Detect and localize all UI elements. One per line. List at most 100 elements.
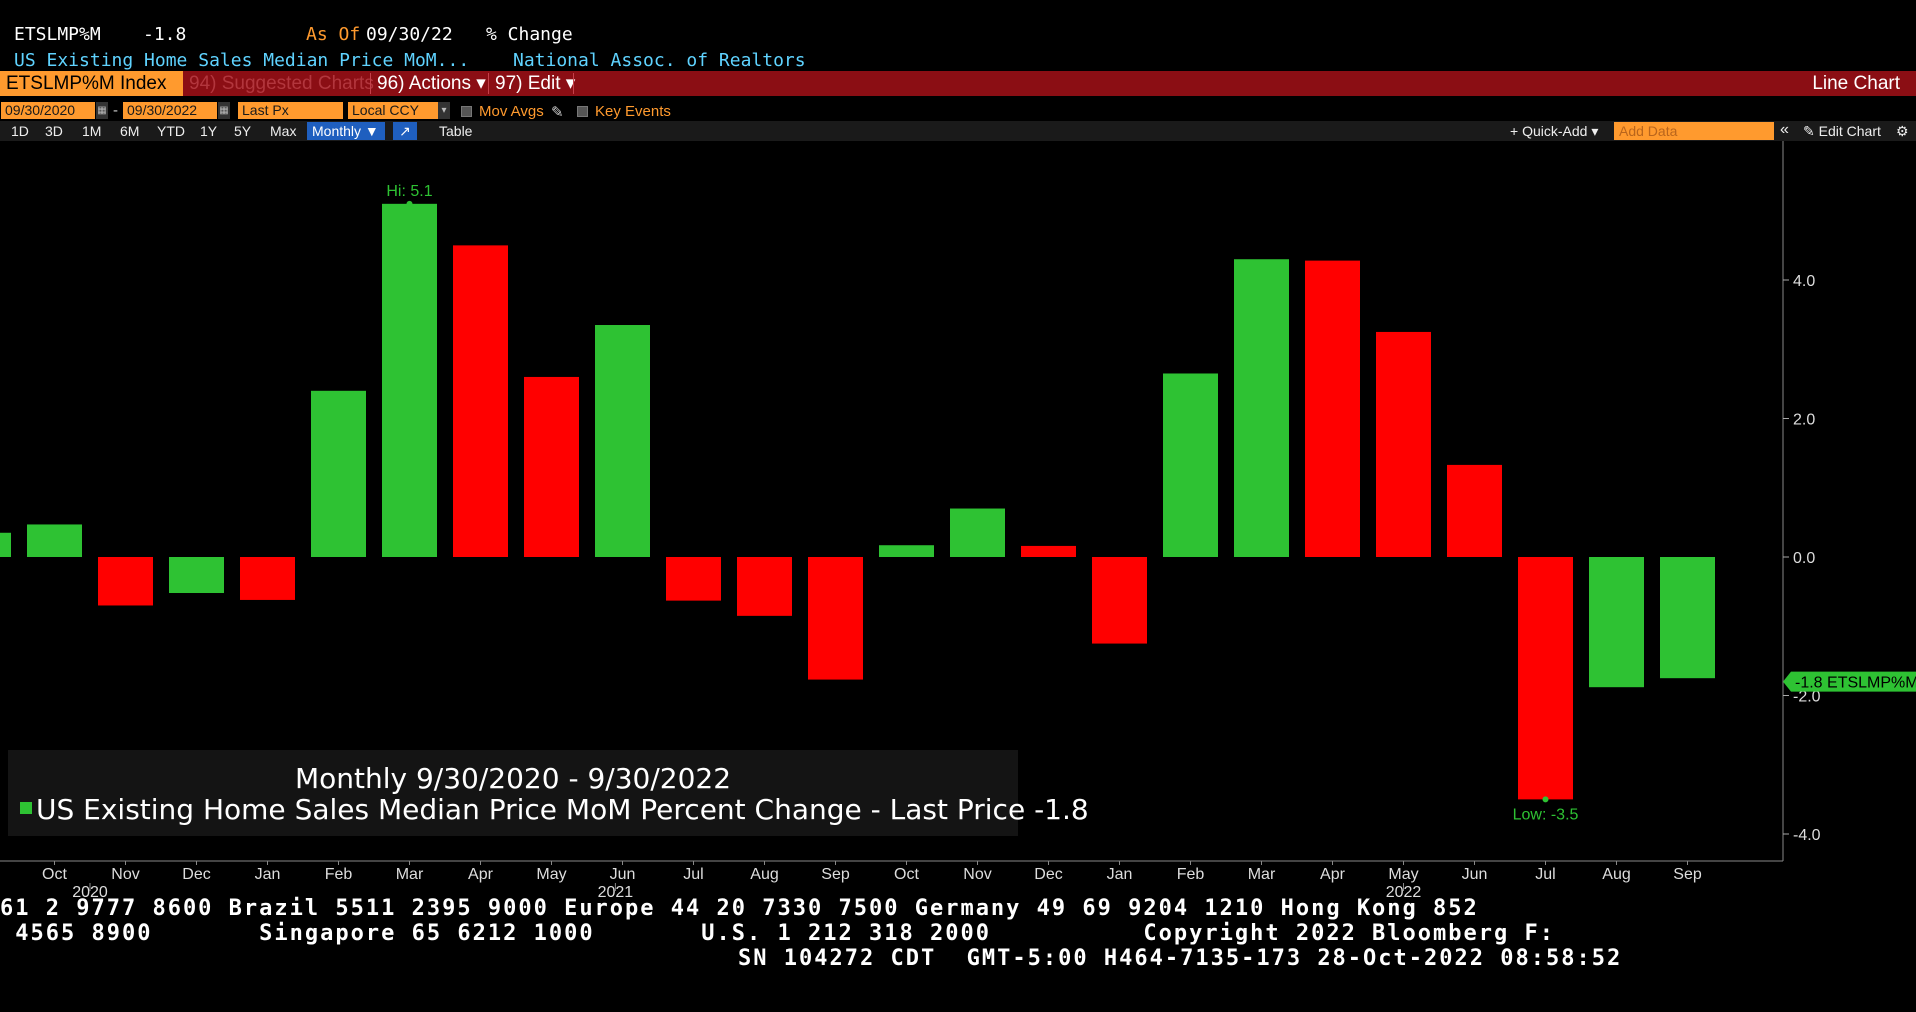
as-of-label: As Of (306, 24, 361, 45)
bar (1518, 557, 1573, 800)
period-1d[interactable]: 1D (11, 123, 29, 139)
suggested-charts-menu[interactable]: 94) Suggested Charts (189, 73, 374, 94)
menu-divider (573, 73, 574, 94)
period-1y[interactable]: 1Y (200, 123, 218, 139)
chart-parameters: 09/30/2020 ▦ - 09/30/2022 ▦ Last Px Loca… (0, 101, 1916, 121)
edit-chart-button[interactable]: ✎ Edit Chart (1803, 123, 1881, 139)
bar (311, 390, 366, 557)
menu-divider (370, 73, 371, 94)
y-tick-label: 4.0 (1793, 273, 1815, 290)
field-select[interactable]: Last Px (238, 102, 343, 119)
year-label: 2022 (1386, 884, 1422, 901)
bar (0, 532, 11, 557)
key-events-checkbox[interactable] (577, 106, 588, 117)
period-1m[interactable]: 1M (82, 123, 102, 139)
x-tick-label: Feb (1177, 866, 1205, 883)
line-chart-icon[interactable]: ↗ (393, 122, 417, 140)
bar (27, 524, 82, 557)
x-tick-label: Jun (610, 866, 636, 883)
ticker-symbol[interactable]: ETSLMP%M (14, 24, 101, 45)
x-tick-label: Sep (821, 866, 850, 883)
data-source: National Assoc. of Realtors (513, 50, 806, 71)
last-value-label: -1.8 ETSLMP%M (1795, 675, 1916, 692)
frequency-select[interactable]: Monthly ▼ (307, 122, 385, 140)
currency-select[interactable]: Local CCY (348, 102, 438, 119)
period-6m[interactable]: 6M (120, 123, 140, 139)
quick-add-button[interactable]: + Quick-Add ▾ (1510, 123, 1599, 139)
x-tick-label: Dec (1034, 866, 1062, 883)
y-tick-label: -4.0 (1793, 827, 1821, 844)
x-tick-label: Jan (1107, 866, 1133, 883)
calendar-icon[interactable]: ▦ (218, 102, 230, 119)
year-label: 2020 (72, 884, 108, 901)
actions-menu[interactable]: 96) Actions ▾ (377, 73, 486, 94)
x-tick-label: Apr (1320, 866, 1346, 883)
x-tick-label: Aug (1602, 866, 1630, 883)
table-button[interactable]: Table (439, 123, 473, 139)
x-tick-label: Jul (1535, 866, 1555, 883)
start-date-field[interactable]: 09/30/2020 (1, 102, 95, 119)
edit-menu[interactable]: 97) Edit ▾ (495, 73, 576, 94)
hi-label: Hi: 5.1 (386, 183, 432, 200)
ticker-line-3: SN 104272 CDT GMT-5:00 H464-7135-173 28-… (738, 946, 1623, 971)
bar (453, 245, 508, 557)
x-tick-label: May (1388, 866, 1418, 883)
key-events-label: Key Events (595, 103, 671, 120)
bar (240, 557, 295, 600)
bar (1447, 464, 1502, 557)
x-tick-label: Apr (468, 866, 494, 883)
last-value-tag (1783, 671, 1916, 692)
bar (595, 325, 650, 557)
x-tick-label: Jan (255, 866, 281, 883)
add-data-input[interactable]: Add Data (1614, 122, 1774, 140)
period-3d[interactable]: 3D (45, 123, 63, 139)
bar (98, 557, 153, 606)
bar (879, 545, 934, 557)
bar (808, 557, 863, 680)
mov-avgs-checkbox[interactable] (461, 106, 472, 117)
collapse-icon[interactable]: « (1780, 121, 1789, 138)
x-tick-label: Sep (1673, 866, 1702, 883)
y-tick-label: 2.0 (1793, 412, 1815, 429)
chart-toolbar: 1D 3D 1M 6M YTD 1Y 5Y Max Monthly ▼ ↗ Ta… (0, 121, 1916, 141)
legend-title: Monthly 9/30/2020 - 9/30/2022 (294, 762, 732, 795)
year-label: 2021 (598, 884, 634, 901)
ticker-line-2: 4565 8900 Singapore 65 6212 1000 U.S. 1 … (0, 921, 1556, 946)
chart-legend: Monthly 9/30/2020 - 9/30/2022 US Existin… (8, 750, 1089, 836)
bar (950, 508, 1005, 557)
x-tick-label: Dec (182, 866, 210, 883)
chart-type-label[interactable]: Line Chart (1812, 73, 1900, 94)
x-tick-label: Nov (963, 866, 991, 883)
bar (382, 203, 437, 557)
bar (1376, 331, 1431, 557)
low-label: Low: -3.5 (1513, 806, 1579, 823)
security-description: US Existing Home Sales Median Price MoM.… (14, 50, 470, 71)
x-tick-label: Mar (1248, 866, 1276, 883)
menu-bar: ETSLMP%M Index 94) Suggested Charts 96) … (0, 71, 1916, 96)
bar (737, 557, 792, 616)
bar (1305, 260, 1360, 557)
period-max[interactable]: Max (270, 123, 297, 139)
bar (1163, 373, 1218, 557)
gear-icon[interactable]: ⚙ (1896, 123, 1909, 139)
period-ytd[interactable]: YTD (157, 123, 185, 139)
calendar-icon[interactable]: ▦ (96, 102, 108, 119)
chevron-down-icon[interactable]: ▾ (438, 102, 450, 119)
bar (666, 557, 721, 601)
x-tick-label: Mar (396, 866, 424, 883)
legend-swatch (20, 802, 32, 814)
bar-chart: 4.0 2.0 0.0 -2.0 -4.0 Sep Oct Nov Dec Jan Feb Mar Ap… (0, 141, 1916, 901)
security-header: ETSLMP%M -1.8 As Of 09/30/22 % Change (14, 24, 573, 48)
menu-divider (488, 73, 489, 94)
x-tick-label: Feb (325, 866, 353, 883)
date-range-dash: - (113, 102, 118, 119)
bar (1589, 557, 1644, 688)
x-tick-label: Jul (683, 866, 703, 883)
period-5y[interactable]: 5Y (234, 123, 252, 139)
pencil-icon[interactable]: ✎ (551, 104, 564, 121)
index-field[interactable]: ETSLMP%M Index (0, 71, 183, 96)
x-tick-label: Aug (750, 866, 778, 883)
legend-series-entry: US Existing Home Sales Median Price MoM … (20, 793, 1089, 826)
end-date-field[interactable]: 09/30/2022 (123, 102, 217, 119)
x-tick-label: Jun (1462, 866, 1488, 883)
